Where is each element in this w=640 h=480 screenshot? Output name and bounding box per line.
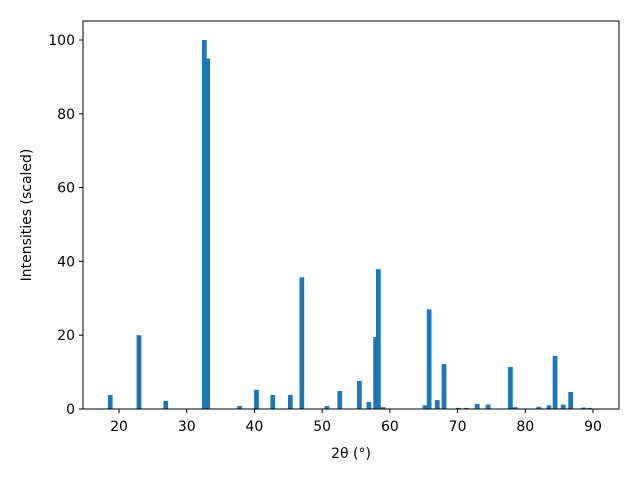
x-axis-label: 2θ (°) xyxy=(331,446,371,462)
bar xyxy=(357,380,362,409)
bar xyxy=(366,401,372,409)
x-tick-label: 60 xyxy=(381,419,399,435)
y-tick-label: 100 xyxy=(48,33,75,49)
bar xyxy=(568,392,574,409)
bar xyxy=(441,363,447,409)
bar xyxy=(536,406,542,409)
bar xyxy=(546,405,552,409)
plot-frame xyxy=(82,20,620,410)
bar xyxy=(581,407,586,409)
bar xyxy=(380,407,386,409)
bar xyxy=(163,400,169,409)
bar xyxy=(254,389,259,409)
x-tick-label: 30 xyxy=(178,419,196,435)
x-tick-label: 20 xyxy=(110,419,128,435)
y-tick-label: 40 xyxy=(57,254,75,270)
y-tick-label: 80 xyxy=(57,107,75,123)
bar xyxy=(426,309,432,409)
bar xyxy=(422,405,428,409)
y-axis-label: Intensities (scaled) xyxy=(19,149,35,282)
x-tick-label: 50 xyxy=(313,419,331,435)
bar xyxy=(205,58,211,410)
bar xyxy=(512,407,518,409)
bar xyxy=(375,269,381,409)
x-tick-label: 80 xyxy=(516,419,534,435)
bar xyxy=(373,337,379,409)
bar xyxy=(434,400,440,409)
bar xyxy=(270,394,276,409)
y-tick-label: 60 xyxy=(57,181,75,197)
bar xyxy=(485,404,491,409)
bar xyxy=(464,407,469,409)
bar xyxy=(560,404,566,409)
x-tick-label: 40 xyxy=(246,419,264,435)
bar xyxy=(201,40,207,410)
x-tick-label: 70 xyxy=(449,419,467,435)
bar xyxy=(136,335,142,409)
bar xyxy=(324,406,330,409)
bar xyxy=(508,366,513,409)
y-tick-label: 20 xyxy=(57,328,75,344)
y-tick-label: 0 xyxy=(66,402,75,418)
bar xyxy=(474,403,480,409)
bar xyxy=(587,407,592,409)
bar xyxy=(552,355,558,409)
bar xyxy=(107,394,113,409)
bar xyxy=(455,407,461,409)
x-tick-label: 90 xyxy=(584,419,602,435)
bar xyxy=(299,277,305,409)
bar xyxy=(237,406,242,409)
bar xyxy=(287,394,293,409)
bar xyxy=(337,390,343,409)
